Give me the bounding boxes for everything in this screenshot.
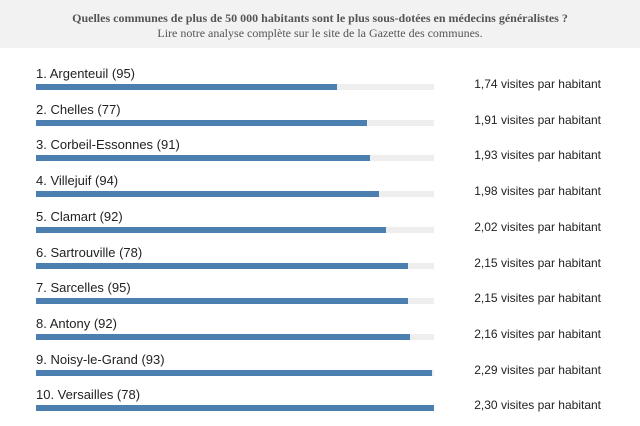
bar-category-label: 2. Chelles (77) xyxy=(36,101,121,117)
bar-value-label: 2,02 visites par habitant xyxy=(474,219,601,234)
bar-track xyxy=(36,226,434,233)
bar-track xyxy=(36,333,434,340)
bar-category-label: 9. Noisy-le-Grand (93) xyxy=(36,351,165,367)
bar xyxy=(36,369,433,376)
bar-row: 8. Antony (92) 2,16 visites par habitant xyxy=(0,316,640,352)
bar-category-label: 7. Sarcelles (95) xyxy=(36,280,131,296)
bar-row: 10. Versailles (78) 2,30 visites par habi… xyxy=(0,387,640,423)
bar xyxy=(36,405,434,412)
bar-track xyxy=(36,262,434,269)
bar-row: 5. Clamart (92) 2,02 visites par habitant xyxy=(0,209,640,245)
bar xyxy=(36,155,370,162)
bar-category-label: 4. Villejuif (94) xyxy=(36,173,119,189)
bar-value-label: 2,29 visites par habitant xyxy=(474,362,601,377)
bar-value-label: 1,91 visites par habitant xyxy=(474,112,601,127)
bar-track xyxy=(36,405,434,412)
bar-row: 7. Sarcelles (95) 2,15 visites par habita… xyxy=(0,280,640,316)
chart-title: Quelles communes de plus de 50 000 habit… xyxy=(72,11,568,25)
bar xyxy=(36,84,338,90)
bar-category-label: 6. Sartrouville (78) xyxy=(36,244,143,260)
bar-track xyxy=(36,155,434,162)
bar-value-label: 2,15 visites par habitant xyxy=(474,255,601,270)
bar-row: 2. Chelles (77) 1,91 visites par habitant xyxy=(0,102,640,138)
chart-subtitle: Lire notre analyse complète sur le site … xyxy=(157,26,483,40)
bar-row: 6. Sartrouville (78) 2,15 visites par hab… xyxy=(0,245,640,281)
bar-category-label: 10. Versailles (78) xyxy=(36,387,141,403)
bar-value-label: 2,15 visites par habitant xyxy=(474,291,601,306)
bar-row: 3. Corbeil-Essonnes (91) 1,93 visites par… xyxy=(0,137,640,173)
bar-track xyxy=(36,369,434,376)
bar-value-label: 2,16 visites par habitant xyxy=(474,326,601,341)
bar xyxy=(36,191,379,198)
bar-category-label: 5. Clamart (92) xyxy=(36,208,123,224)
bar-value-label: 1,98 visites par habitant xyxy=(474,184,601,199)
bar xyxy=(36,333,410,340)
bar-category-label: 1. Argenteuil (95) xyxy=(36,66,136,81)
bar-row: 9. Noisy-le-Grand (93) 2,29 visites par h… xyxy=(0,352,640,388)
bar-track xyxy=(36,298,434,305)
chart-header: Quelles communes de plus de 50 000 habit… xyxy=(0,0,640,48)
bar-value-label: 1,93 visites par habitant xyxy=(474,148,601,163)
bar-category-label: 3. Corbeil-Essonnes (91) xyxy=(36,137,180,153)
bar-row: 4. Villejuif (94) 1,98 visites par habita… xyxy=(0,173,640,209)
bar-row: 1. Argenteuil (95) 1,74 visites par habit… xyxy=(0,66,640,102)
bar-track xyxy=(36,84,434,90)
bar-value-label: 1,74 visites par habitant xyxy=(474,77,601,91)
bar-value-label: 2,30 visites par habitant xyxy=(474,398,601,413)
bar xyxy=(36,119,367,126)
bar-category-label: 8. Antony (92) xyxy=(36,315,117,331)
bar-track xyxy=(36,119,434,126)
bar xyxy=(36,298,409,305)
bar xyxy=(36,262,409,269)
bar xyxy=(36,226,386,233)
bar-track xyxy=(36,191,434,198)
